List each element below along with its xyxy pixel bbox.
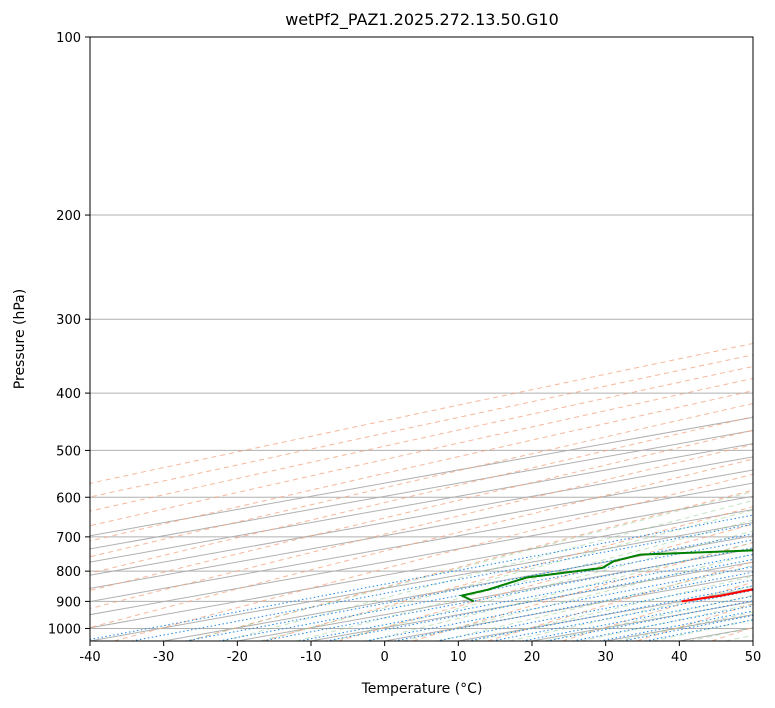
mixing-ratio-line: [185, 533, 753, 641]
y-tick-label: 100: [56, 31, 81, 46]
dry-adiabat: [412, 541, 753, 641]
x-tick-label: -30: [153, 650, 174, 665]
x-tick-label: 10: [450, 650, 467, 665]
mixing-ratio-line: [394, 571, 753, 641]
dry-adiabat: [90, 443, 753, 610]
x-tick-label: 50: [745, 650, 762, 665]
x-tick-label: -40: [79, 650, 100, 665]
mixing-ratio-line: [299, 554, 753, 641]
dry-adiabat: [90, 402, 753, 558]
isotherm-line: [90, 482, 753, 603]
x-tick-label: -10: [300, 650, 321, 665]
y-tick-label: 200: [56, 209, 81, 224]
dry-adiabat: [90, 458, 753, 629]
dry-adiabat: [90, 365, 753, 512]
y-tick-label: 700: [56, 531, 81, 546]
dry-adiabat: [487, 561, 753, 641]
x-tick-label: 20: [524, 650, 541, 665]
mixing-ratio-line: [325, 558, 753, 641]
isotherm-line: [90, 430, 753, 550]
x-tick-label: 40: [671, 650, 688, 665]
y-tick-label: 1000: [48, 622, 81, 637]
y-tick-label: 400: [56, 387, 81, 402]
isotherm-line: [90, 495, 753, 616]
isotherm-line: [90, 508, 753, 629]
moist-adiabat: [223, 499, 753, 641]
plot-area: [90, 37, 753, 641]
y-tick-label: 600: [56, 491, 81, 506]
y-tick-label: 300: [56, 313, 81, 328]
isotherm-line: [90, 522, 753, 641]
dry-adiabat: [90, 354, 753, 498]
dry-adiabat: [263, 506, 753, 641]
y-tick-label: 800: [56, 565, 81, 580]
isotherm-line: [90, 443, 753, 563]
dry-adiabat: [188, 489, 753, 641]
chart-title: wetPf2_PAZ1.2025.272.13.50.G10: [285, 10, 559, 30]
isotherm-line: [163, 535, 753, 641]
plot-frame: [89, 36, 754, 642]
moist-adiabat: [296, 519, 753, 641]
x-tick-label: -20: [227, 650, 248, 665]
y-axis-title: Pressure (hPa): [12, 289, 28, 389]
x-axis-title: Temperature (°C): [361, 681, 483, 697]
mixing-ratio-line: [365, 566, 753, 641]
y-tick-label: 500: [56, 444, 81, 459]
moist-adiabat: [367, 541, 753, 641]
y-tick-label: 900: [56, 595, 81, 610]
moist-adiabat: [438, 565, 753, 641]
isotherm-line: [90, 456, 753, 576]
x-tick-label: 0: [381, 650, 389, 665]
x-tick-label: 30: [597, 650, 614, 665]
axes: -40 -30 -20 -10 0 10 20 30 40 50 100 200 300 400 500 60…: [48, 31, 761, 665]
moist-adiabat: [260, 509, 753, 641]
moist-adiabat: [187, 491, 753, 641]
dry-adiabat: [90, 390, 753, 542]
